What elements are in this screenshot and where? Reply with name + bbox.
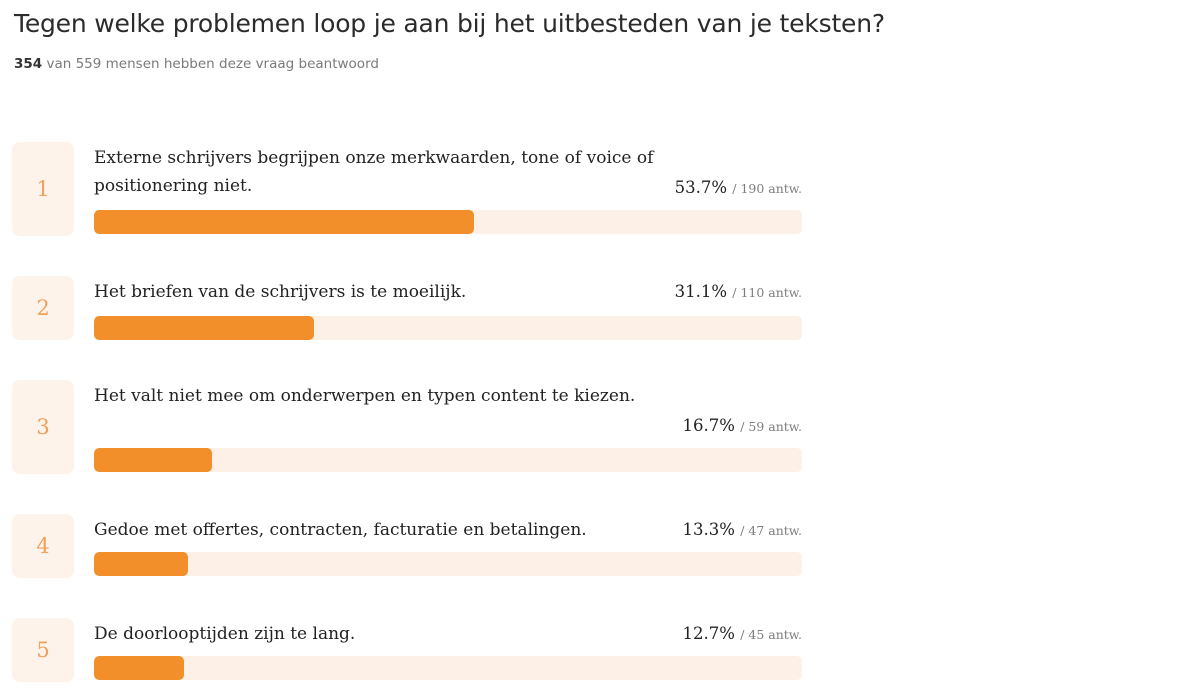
answer-label: Het valt niet mee om onderwerpen en type… [94,386,636,406]
rank-number: 4 [36,534,50,558]
answered-suffix: van 559 mensen hebben deze vraag beantwo… [46,56,379,72]
rank-number: 2 [36,296,50,320]
bar-track [94,316,802,340]
result-row-5: 5 De doorlooptijden zijn te lang. 12.7% … [12,618,812,682]
answer-count: / 110 antw. [732,285,802,300]
answer-count: / 45 antw. [740,627,802,642]
response-summary: 354 van 559 mensen hebben deze vraag bea… [14,54,379,74]
answer-label: Externe schrijvers begrijpen onze merkwa… [94,148,654,196]
answered-count: 354 [14,56,43,72]
answer-stat: 53.7% / 190 antw. [675,178,802,197]
rank-badge: 5 [12,618,74,682]
answer-stat: 31.1% / 110 antw. [675,282,802,301]
result-row-4: 4 Gedoe met offertes, contracten, factur… [12,514,812,578]
rank-number: 5 [36,638,50,662]
result-row-2: 2 Het briefen van de schrijvers is te mo… [12,276,812,340]
answer-stat: 12.7% / 45 antw. [683,624,802,643]
rank-badge: 4 [12,514,74,578]
answer-percent: 12.7% [682,624,735,643]
bar-track [94,656,802,680]
answer-percent: 16.7% [682,416,735,435]
bar-fill [94,552,189,576]
bar-fill [94,448,213,472]
answer-count: / 59 antw. [740,419,802,434]
bar-fill [94,316,315,340]
answer-percent: 31.1% [674,282,728,301]
bar-fill [94,656,184,680]
result-row-1: 1 Externe schrijvers begrijpen onze merk… [12,142,812,236]
answer-label: Het briefen van de schrijvers is te moei… [94,282,467,302]
answer-label: Gedoe met offertes, contracten, facturat… [94,520,587,540]
answer-percent: 53.7% [674,178,728,197]
answer-stat: 13.3% / 47 antw. [683,520,802,539]
rank-badge: 2 [12,276,74,340]
rank-number: 1 [36,177,50,201]
answer-count: / 47 antw. [740,523,802,538]
answer-percent: 13.3% [682,520,735,539]
answer-label: De doorlooptijden zijn te lang. [94,624,356,644]
bar-fill [94,210,475,234]
answer-stat: 16.7% / 59 antw. [683,416,802,435]
question-title: Tegen welke problemen loop je aan bij he… [14,9,885,38]
answer-count: / 190 antw. [732,181,802,196]
rank-badge: 1 [12,142,74,236]
bar-track [94,210,802,234]
bar-track [94,552,802,576]
bar-track [94,448,802,472]
result-row-3: 3 Het valt niet mee om onderwerpen en ty… [12,380,812,474]
rank-number: 3 [36,415,50,439]
rank-badge: 3 [12,380,74,474]
